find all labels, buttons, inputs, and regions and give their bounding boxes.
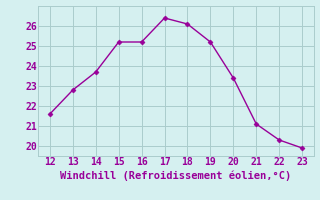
- X-axis label: Windchill (Refroidissement éolien,°C): Windchill (Refroidissement éolien,°C): [60, 170, 292, 181]
